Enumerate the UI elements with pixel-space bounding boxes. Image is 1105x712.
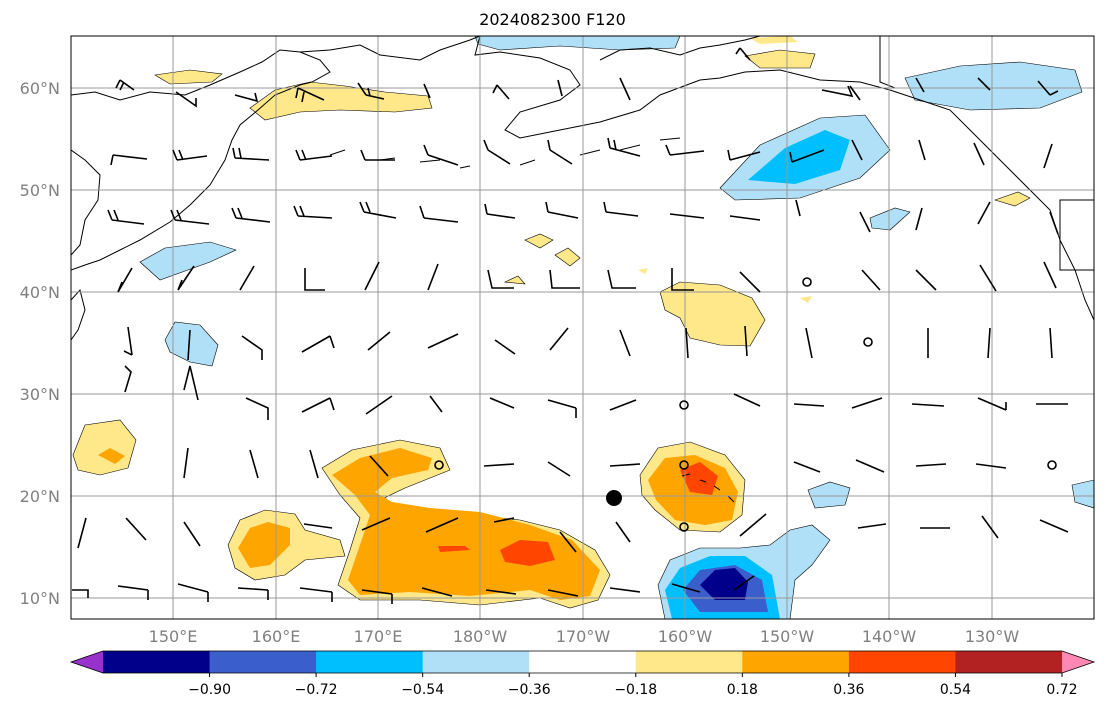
anomaly-positive-region <box>238 522 290 568</box>
lat-label: 40°N <box>20 283 60 302</box>
colorbar-label: 0.18 <box>727 682 758 698</box>
anomaly-positive-region <box>438 546 470 552</box>
colorbar-label: −0.72 <box>295 682 338 698</box>
anomaly-positive-region <box>524 233 554 249</box>
anomaly-positive-region <box>554 247 581 267</box>
calm-wind-markers <box>434 277 1057 532</box>
colorbar-extend-low <box>71 651 103 673</box>
lat-label: 10°N <box>20 589 60 608</box>
anomaly-positive-region <box>744 49 816 69</box>
colorbar-segment <box>529 651 637 673</box>
wind-barbs <box>72 47 1069 604</box>
lon-label: 150°E <box>149 627 198 646</box>
anomaly-positive-region <box>98 448 125 464</box>
colorbar-segment <box>422 651 530 673</box>
anomaly-negative-region <box>139 241 237 281</box>
colorbar-label: 0.72 <box>1046 682 1077 698</box>
anomaly-positive-region <box>750 36 798 44</box>
anomaly-positive-region <box>800 296 812 303</box>
anomaly-positive-region <box>503 275 526 285</box>
anomaly-negative-region <box>748 130 850 184</box>
anomaly-negative-region <box>700 568 748 600</box>
anomaly-positive-region <box>638 268 648 274</box>
colorbar-label: −0.36 <box>508 682 551 698</box>
colorbar-segment <box>316 651 424 673</box>
anomaly-positive-region <box>680 462 718 495</box>
map-frame <box>70 35 1095 620</box>
colorbar-extend-high <box>1062 651 1094 673</box>
lat-label: 30°N <box>20 385 60 404</box>
map-title: 2024082300 F120 <box>479 10 626 29</box>
anomaly-positive-region <box>72 419 137 476</box>
anomaly-negative-region <box>474 36 681 51</box>
colorbar-label: 0.36 <box>833 682 864 698</box>
colorbar-label: −0.54 <box>401 682 444 698</box>
anomaly-positive-region <box>249 81 433 121</box>
latitude-labels: 60°N 50°N 40°N 30°N 20°N 10°N <box>20 79 60 608</box>
lon-label: 180°W <box>453 627 508 646</box>
anomaly-negative-region <box>869 207 911 231</box>
longitude-labels: 150°E 160°E 170°E 180°W 170°W 160°W 150°… <box>149 627 1020 646</box>
gridlines <box>71 36 1094 619</box>
colorbar-outline <box>69 650 1096 674</box>
location-marker <box>606 490 622 506</box>
lon-label: 150°W <box>760 627 815 646</box>
lat-label: 50°N <box>20 181 60 200</box>
lon-label: 170°W <box>556 627 611 646</box>
lon-label: 130°W <box>965 627 1020 646</box>
colorbar-label: −0.90 <box>188 682 231 698</box>
colorbar-segment <box>848 651 956 673</box>
coastlines <box>71 36 1094 503</box>
colorbar-label: 0.54 <box>940 682 971 698</box>
lon-label: 170°E <box>354 627 403 646</box>
colorbar-segment <box>209 651 317 673</box>
colorbar-segment <box>955 651 1063 673</box>
anomaly-positive-region <box>154 69 223 85</box>
anomaly-positive-region <box>994 191 1031 207</box>
colorbar: −0.90 −0.72 −0.54 −0.36 −0.18 0.18 0.36 0.54 0.7… <box>69 650 1096 698</box>
lon-label: 160°W <box>658 627 713 646</box>
colorbar-segment <box>635 651 743 673</box>
lat-label: 20°N <box>20 487 60 506</box>
colorbar-segment <box>103 651 211 673</box>
lat-label: 60°N <box>20 79 60 98</box>
lon-label: 140°W <box>862 627 917 646</box>
lon-label: 160°E <box>252 627 301 646</box>
anomaly-positive-region <box>500 540 555 566</box>
colorbar-segment <box>742 651 850 673</box>
anomaly-negative-region <box>904 61 1083 111</box>
colorbar-label: −0.18 <box>614 682 657 698</box>
